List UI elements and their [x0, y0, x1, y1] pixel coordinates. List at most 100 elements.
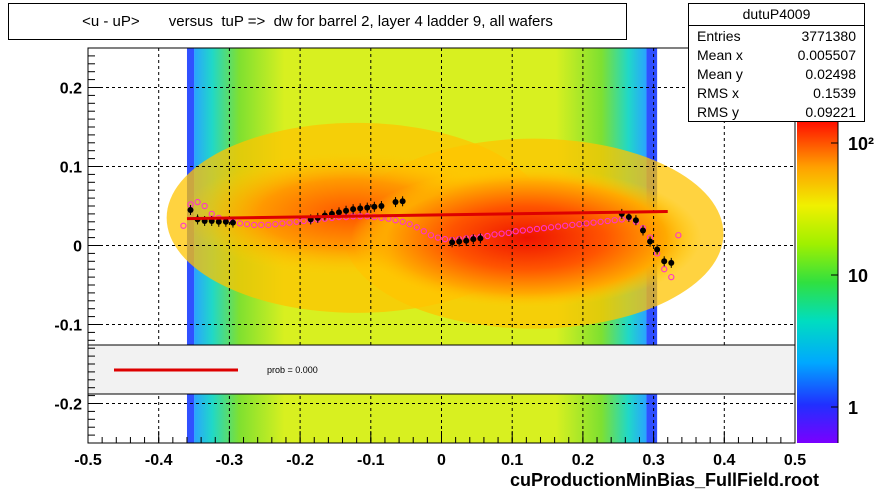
profile-point	[229, 219, 236, 226]
profile-point	[392, 199, 399, 206]
profile-point	[364, 204, 371, 211]
open-marker-point	[434, 234, 442, 241]
profile-point	[647, 238, 654, 245]
profile-point	[477, 235, 484, 242]
open-marker-point	[519, 227, 526, 234]
open-marker-point	[180, 222, 187, 229]
stats-label: Mean y	[697, 66, 743, 82]
open-marker-point	[668, 273, 675, 281]
footer-filename: cuProductionMinBias_FullField.root	[509, 470, 819, 490]
legend-prob-text: prob = 0.000	[267, 365, 318, 375]
colorbar-label-1: 1	[848, 398, 858, 418]
open-marker-point	[265, 221, 272, 229]
profile-point	[456, 238, 463, 245]
open-marker-point	[604, 217, 611, 225]
profile-point	[357, 205, 364, 212]
profile-point	[215, 218, 222, 225]
open-marker-point	[286, 219, 293, 226]
plot-frame-group: prob = 0.000 -0.5 -0.4 -0.3 -0.2 -0.1 0 0.1 0.2…	[54, 47, 806, 469]
open-marker-point	[258, 221, 265, 229]
stats-row-rms-y: RMS y 0.09221	[697, 104, 856, 122]
open-marker-point	[406, 221, 413, 228]
open-marker-point	[293, 218, 300, 225]
open-marker-point	[498, 230, 505, 237]
open-marker-point	[590, 219, 597, 226]
stats-separator	[689, 25, 864, 26]
x-tick-label: 0.2	[572, 452, 594, 469]
stats-label: Entries	[697, 28, 741, 44]
y-tick-label: 0	[73, 239, 82, 256]
colorbar: 1 10 10²	[797, 48, 874, 443]
open-marker-point	[583, 220, 590, 227]
open-marker-point	[576, 221, 583, 228]
y-tick-label: -0.1	[54, 318, 82, 335]
colorbar-label-10: 10	[848, 266, 868, 286]
open-marker-point	[569, 221, 576, 229]
y-tick-label: 0.1	[60, 160, 82, 177]
open-marker-point	[675, 232, 682, 239]
x-tick-label: -0.5	[74, 452, 102, 469]
stats-box: dutuP4009 Entries 3771380 Mean x 0.00550…	[688, 3, 865, 122]
stats-row-mean-x: Mean x 0.005507	[697, 47, 856, 65]
stats-row-mean-y: Mean y 0.02498	[697, 66, 856, 84]
profile-point	[639, 227, 646, 234]
profile-point	[187, 206, 194, 213]
y-tick-label: 0.2	[60, 81, 82, 98]
y-tick-label: -0.2	[54, 397, 82, 414]
open-marker-point	[555, 223, 562, 230]
open-marker-point	[540, 224, 548, 232]
profile-point	[470, 236, 477, 243]
stats-value: 3771380	[801, 28, 856, 44]
open-marker-point	[399, 218, 406, 225]
x-tick-label: -0.3	[216, 452, 244, 469]
x-tick-label: 0.5	[784, 452, 806, 469]
open-marker-point	[491, 231, 498, 238]
open-marker-point	[505, 229, 512, 237]
open-marker-point	[236, 220, 244, 227]
profile-point	[654, 246, 661, 253]
plot-title: <u - uP> versus tuP => dw for barrel 2, …	[82, 13, 553, 30]
open-marker-point	[427, 232, 435, 239]
open-marker-point	[441, 236, 449, 243]
stats-label: RMS x	[697, 85, 739, 101]
profile-point	[378, 203, 385, 209]
open-marker-point	[512, 228, 519, 235]
open-marker-point	[562, 222, 569, 229]
x-tick-label: -0.1	[357, 452, 385, 469]
x-tick-label: 0.4	[713, 452, 735, 469]
stats-value: 0.09221	[805, 104, 856, 120]
colorbar-gradient	[797, 122, 838, 443]
open-marker-point	[484, 232, 491, 240]
profile-point	[632, 217, 639, 224]
stats-value: 0.005507	[797, 47, 856, 63]
x-tick-label: -0.2	[286, 452, 314, 469]
open-marker-point	[611, 217, 618, 224]
open-marker-point	[533, 225, 541, 233]
open-marker-point	[392, 217, 399, 224]
profile-point	[449, 239, 456, 246]
grid-lines	[88, 48, 795, 443]
heatmap-core-right	[351, 167, 702, 308]
axes: -0.5 -0.4 -0.3 -0.2 -0.1 0 0.1 0.2 0.3 0.4 0.5 -0.2…	[54, 47, 806, 469]
open-marker-point	[201, 202, 208, 210]
open-marker-point	[526, 226, 534, 233]
fit-line	[186, 210, 668, 221]
open-marker-point	[661, 266, 668, 273]
title-box: <u - uP> versus tuP => dw for barrel 2, …	[8, 3, 627, 40]
x-tick-label: 0	[437, 452, 446, 469]
open-marker-point	[547, 224, 555, 231]
profile-point	[399, 198, 406, 205]
profile-point	[371, 203, 378, 210]
stats-row-rms-x: RMS x 0.1539	[697, 85, 856, 103]
stats-row-entries: Entries 3771380	[697, 28, 856, 46]
profile-point	[343, 207, 350, 214]
profile-point	[463, 237, 470, 244]
profile-point	[335, 209, 342, 216]
open-marker-point	[194, 198, 201, 206]
x-tick-label: 0.3	[642, 452, 664, 469]
open-marker-point	[250, 221, 258, 229]
stats-value: 0.1539	[813, 85, 856, 101]
open-marker-point	[243, 221, 251, 228]
profile-point	[625, 214, 632, 221]
profile-point	[668, 259, 675, 266]
